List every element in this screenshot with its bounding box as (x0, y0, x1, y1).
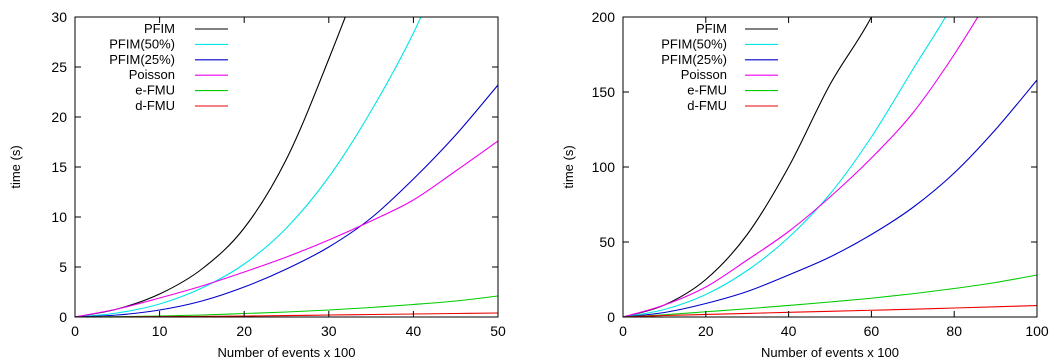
y-tick-label: 20 (51, 109, 67, 125)
legend-label: PFIM(25%) (661, 52, 727, 67)
y-tick-label: 15 (51, 159, 67, 175)
y-axis-label: time (s) (8, 145, 23, 188)
legend-label: PFIM(50%) (109, 36, 175, 51)
legend-label: d-FMU (687, 98, 727, 113)
x-axis-label: Number of events x 100 (217, 345, 355, 360)
series-line-e-fmu (623, 274, 1037, 317)
x-tick-label: 10 (152, 323, 168, 339)
y-tick-label: 100 (592, 159, 616, 175)
series-line-poisson (623, 17, 979, 317)
y-tick-label: 150 (592, 84, 616, 100)
legend-label: PFIM(25%) (109, 52, 175, 67)
x-tick-label: 60 (864, 323, 880, 339)
series-line-pfim-25- (623, 79, 1037, 317)
series-lines (623, 17, 1037, 317)
legend-label: e-FMU (135, 83, 175, 98)
y-tick-label: 5 (59, 259, 67, 275)
series-line-pfim-50- (75, 17, 422, 317)
y-tick-label: 50 (599, 234, 615, 250)
legend-label: Poisson (129, 67, 175, 82)
series-line-d-fmu (75, 312, 498, 317)
legend-label: Poisson (681, 67, 727, 82)
y-tick-label: 25 (51, 59, 67, 75)
series-line-pfim-25- (75, 84, 498, 317)
x-tick-label: 80 (946, 323, 962, 339)
legend-label: PFIM (696, 21, 727, 36)
y-tick-label: 30 (51, 9, 67, 25)
series-line-poisson (75, 140, 498, 317)
series-line-pfim (75, 17, 346, 317)
y-axis-label: time (s) (561, 145, 576, 188)
chart-panel-1: 0 10 20 30 40 50 0 5 10 15 20 25 30 Number of events … (8, 9, 506, 360)
x-tick-label: 0 (71, 323, 79, 339)
chart-panel-2: 0 20 40 60 80 100 0 50 100 150 200 Number of events… (561, 9, 1049, 360)
y-tick-label: 0 (59, 309, 67, 325)
x-tick-label: 0 (619, 323, 627, 339)
x-axis-label: Number of events x 100 (761, 345, 899, 360)
legend-label: PFIM(50%) (661, 36, 727, 51)
legend-label: e-FMU (687, 83, 727, 98)
x-tick-label: 100 (1025, 323, 1049, 339)
y-tick-label: 0 (607, 309, 615, 325)
x-tick-label: 40 (406, 323, 422, 339)
x-tick-label: 20 (698, 323, 714, 339)
series-line-pfim-50- (623, 17, 947, 317)
y-tick-label: 10 (51, 209, 67, 225)
legend-label: PFIM (144, 21, 175, 36)
x-tick-label: 20 (236, 323, 252, 339)
x-tick-label: 40 (781, 323, 797, 339)
x-tick-label: 50 (490, 323, 506, 339)
series-line-d-fmu (623, 305, 1037, 317)
x-tick-label: 30 (321, 323, 337, 339)
legend-label: d-FMU (135, 98, 175, 113)
series-line-pfim (623, 17, 873, 317)
y-tick-label: 200 (592, 9, 616, 25)
